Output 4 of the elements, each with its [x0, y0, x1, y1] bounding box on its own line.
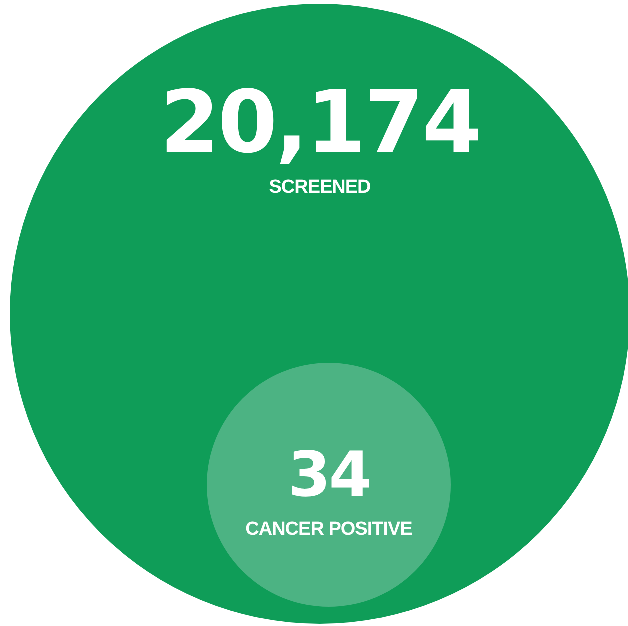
- data-label: 34: [288, 438, 370, 511]
- category-label: SCREENED: [269, 177, 371, 198]
- category-label: CANCER POSITIVE: [246, 519, 412, 540]
- data-label: 20,174: [160, 73, 480, 173]
